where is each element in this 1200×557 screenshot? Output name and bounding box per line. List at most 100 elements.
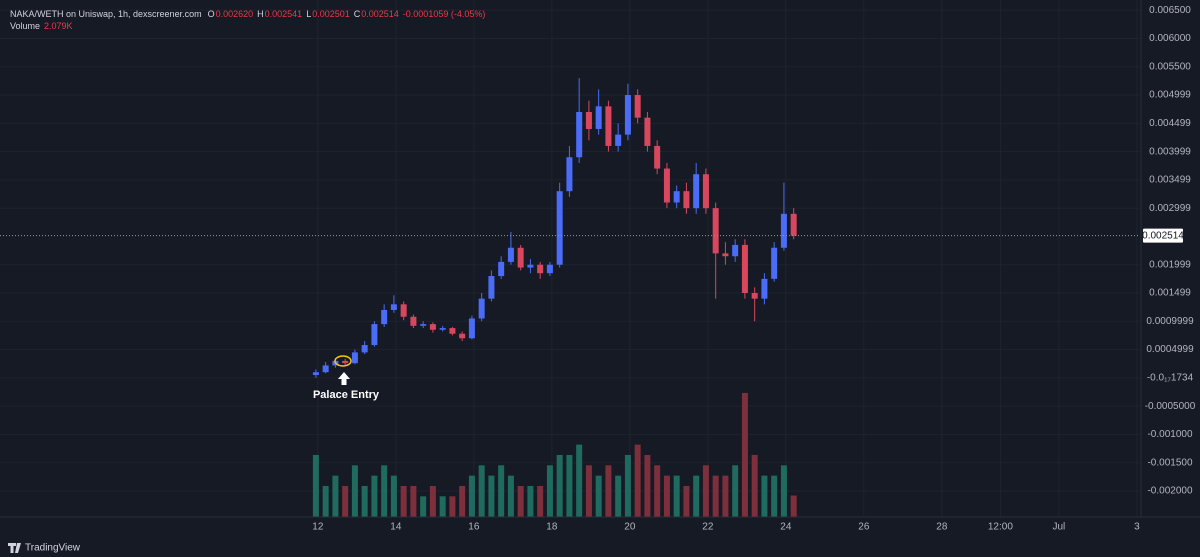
- candle-body: [576, 111, 583, 158]
- candle-body: [400, 304, 407, 317]
- volume-label: Volume: [10, 21, 40, 31]
- header-title: NAKA/WETH on Uniswap, 1h, dexscreener.co…: [10, 9, 202, 19]
- volume-value: 2.079K: [44, 21, 73, 31]
- marks: [312, 78, 797, 517]
- logo-icon: [8, 543, 21, 553]
- candle-body: [478, 298, 485, 319]
- volume-bar: [478, 465, 485, 517]
- y-tick-label: 0.003499: [1149, 175, 1191, 186]
- x-tick-label: 20: [624, 522, 636, 533]
- volume-bar: [439, 496, 446, 517]
- candle-body: [761, 278, 768, 299]
- ohlc-value: 0.002541: [265, 9, 303, 19]
- candle-body: [615, 134, 622, 146]
- header-line: NAKA/WETH on Uniswap, 1h, dexscreener.co…: [10, 9, 485, 19]
- volume-bar: [615, 475, 622, 517]
- volume-bar: [693, 475, 700, 517]
- volume-bar: [566, 454, 573, 517]
- x-tick-label: 14: [390, 522, 402, 533]
- candle-body: [741, 244, 748, 294]
- volume-bar: [654, 465, 661, 517]
- volume-bar: [673, 475, 680, 517]
- candle-body: [410, 316, 417, 326]
- y-tick-label: -0.001500: [1147, 457, 1192, 468]
- volume-bar: [420, 496, 427, 517]
- ohlc-value: 0.002501: [312, 9, 350, 19]
- candle-body: [459, 333, 466, 339]
- volume-bar: [410, 485, 417, 517]
- candle-body: [702, 174, 709, 209]
- volume-bar: [498, 465, 505, 517]
- volume-bar: [546, 465, 553, 517]
- volume-bar: [468, 475, 475, 517]
- y-tick-label: 0.001999: [1149, 259, 1191, 270]
- volume-bar: [517, 485, 524, 517]
- y-tick-label: 0.006000: [1149, 33, 1191, 44]
- volume-bar: [381, 465, 388, 517]
- logo-text: TradingView: [25, 543, 81, 554]
- ohlc-label: H: [257, 9, 264, 19]
- candle-body: [546, 264, 553, 274]
- entry-marker: [334, 355, 352, 367]
- volume-bar: [771, 475, 778, 517]
- annotation: Palace Entry: [313, 389, 380, 401]
- x-tick-label: 3: [1134, 522, 1140, 533]
- y-tick-label: 0.004999: [1149, 90, 1191, 101]
- y-tick-label: -0.0005000: [1145, 401, 1196, 412]
- x-tick-label: 24: [780, 522, 792, 533]
- candle-body: [381, 309, 388, 325]
- ohlc-label: O: [208, 9, 215, 19]
- entry-arrow: [338, 372, 350, 385]
- volume-bar: [790, 495, 797, 517]
- candle-body: [771, 247, 778, 279]
- y-tick-label: 0.0004999: [1146, 344, 1194, 355]
- volume-bar: [663, 475, 670, 517]
- x-tick-label: 12:00: [988, 522, 1013, 533]
- volume-bar: [459, 485, 466, 517]
- candle-body: [722, 253, 729, 257]
- candle-body: [449, 328, 456, 334]
- candle-body: [712, 208, 719, 254]
- x-tick-label: 12: [312, 522, 324, 533]
- volume-bar: [741, 392, 748, 517]
- volume-bar: [537, 485, 544, 517]
- candle-body: [605, 106, 612, 146]
- y-tick-label: 0.001499: [1149, 288, 1191, 299]
- volume-bar: [751, 454, 758, 517]
- ohlc-value: 0.002620: [216, 9, 254, 19]
- y-tick-label: 0.003999: [1149, 146, 1191, 157]
- change-value: -0.0001059 (-4.05%): [403, 9, 486, 19]
- candle-body: [468, 318, 475, 339]
- candle-body: [693, 174, 700, 209]
- candle-body: [351, 352, 358, 364]
- volume-bar: [312, 454, 319, 517]
- candle-body: [488, 276, 495, 299]
- candle-body: [420, 324, 427, 326]
- candle-body: [683, 191, 690, 209]
- last-price-box: [1143, 228, 1183, 243]
- volume-bar: [507, 475, 514, 517]
- volume-bar: [683, 485, 690, 517]
- volume-bar: [488, 475, 495, 517]
- candle-body: [507, 247, 514, 262]
- volume-bar: [585, 465, 592, 517]
- candle-body: [663, 168, 670, 203]
- candle-body: [371, 324, 378, 346]
- candle-body: [498, 261, 505, 277]
- volume-bar: [702, 465, 709, 517]
- candle-body: [654, 145, 661, 169]
- x-tick-label: Jul: [1052, 522, 1065, 533]
- x-tick-label: 22: [702, 522, 714, 533]
- candle-body: [566, 157, 573, 192]
- volume-bar: [780, 465, 787, 517]
- y-tick-label: 0.002999: [1149, 203, 1191, 214]
- candle-body: [537, 264, 544, 274]
- candle-body: [390, 304, 397, 310]
- y-tick-label: 0.0009999: [1146, 316, 1194, 327]
- candle-body: [751, 293, 758, 299]
- volume-bar: [576, 444, 583, 517]
- candle-body: [527, 264, 534, 268]
- y-tick-label: 0.004499: [1149, 118, 1191, 129]
